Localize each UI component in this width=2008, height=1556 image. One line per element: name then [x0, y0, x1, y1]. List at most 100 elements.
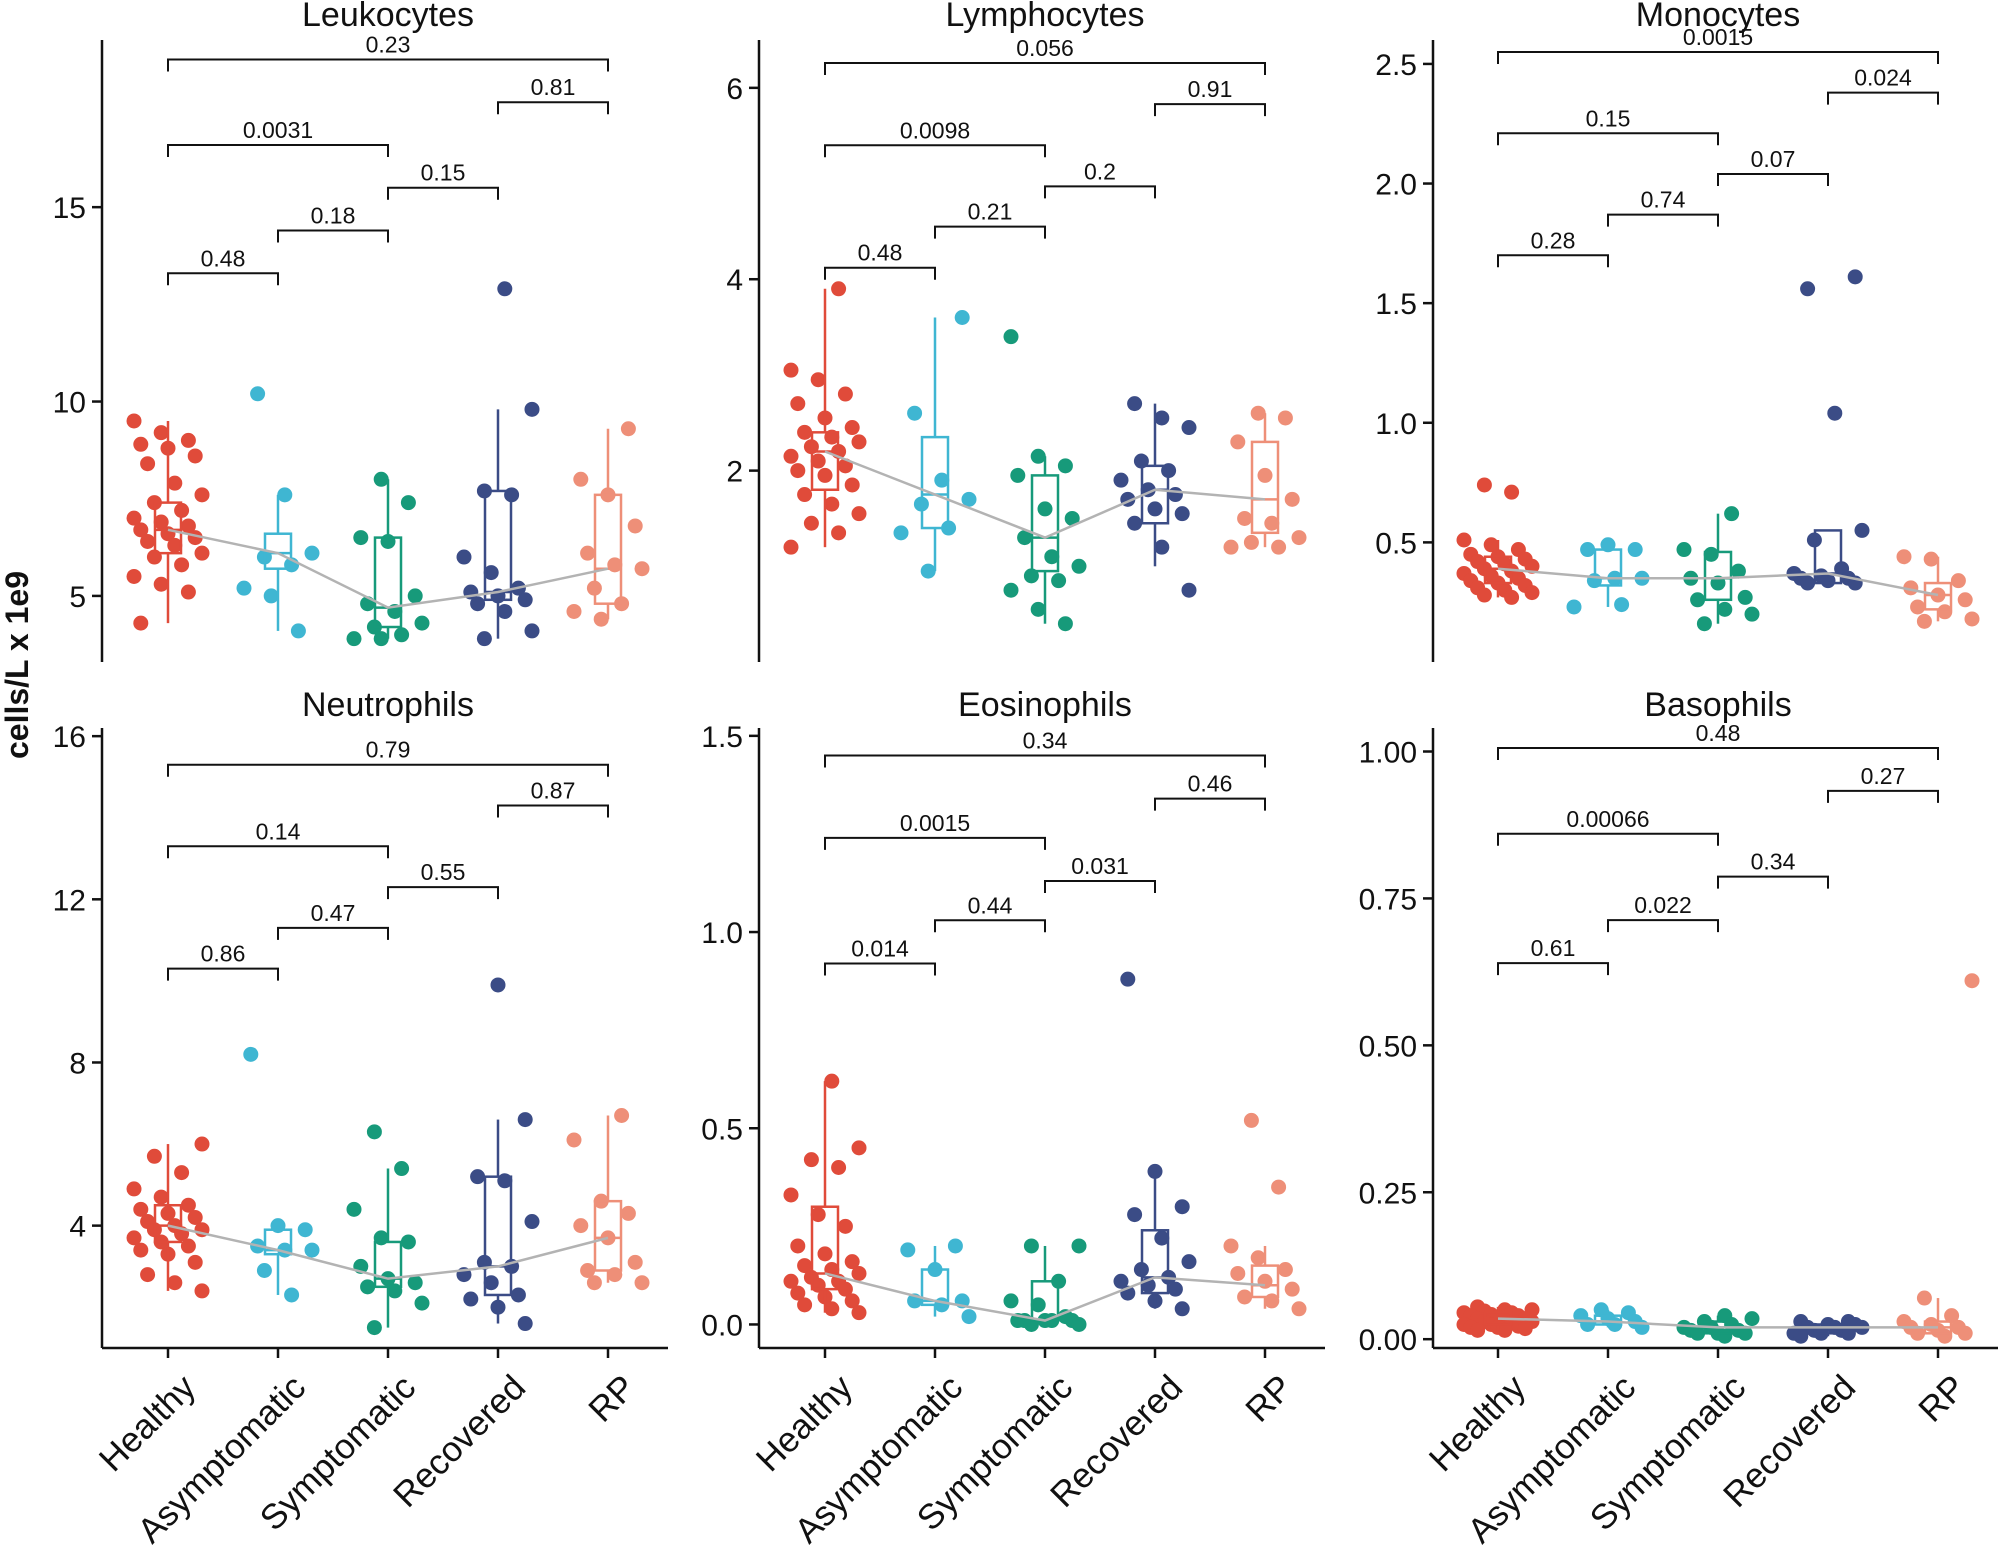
data-point: [263, 588, 279, 604]
bracket-line: [1497, 746, 1939, 760]
data-point: [1744, 1311, 1760, 1327]
y-tick-label: 0.25: [1359, 1177, 1417, 1210]
data-point: [476, 631, 492, 647]
data-point: [837, 386, 853, 402]
box-iqr: [920, 435, 950, 530]
box-iqr: [1250, 1264, 1280, 1299]
data-point: [831, 525, 847, 541]
bracket-line: [1154, 797, 1266, 811]
data-point: [400, 495, 416, 511]
data-point: [627, 1254, 643, 1270]
data-point: [126, 1230, 142, 1246]
data-point: [1277, 410, 1293, 426]
data-point: [844, 420, 860, 436]
data-point: [1497, 1322, 1513, 1338]
data-point: [1237, 1289, 1253, 1305]
comparison-bracket: 0.48: [167, 245, 279, 286]
comparison-bracket: 0.0031: [167, 117, 389, 157]
data-point: [851, 506, 867, 522]
p-value-label: 0.91: [1188, 76, 1233, 102]
data-point: [346, 631, 362, 647]
x-tick-label-rp: RP: [1238, 1368, 1300, 1430]
data-point: [1724, 506, 1740, 522]
p-value-label: 0.48: [1696, 720, 1741, 746]
box-iqr: [593, 493, 623, 605]
panel-neutrophils: Neutrophils481216HealthyAsymptomaticSymp…: [53, 686, 668, 1551]
data-point: [1147, 501, 1163, 517]
y-tick-label: 1.0: [1375, 408, 1417, 441]
bracket-line: [497, 804, 609, 818]
data-point: [1730, 563, 1746, 579]
panel-title: Monocytes: [1636, 0, 1800, 34]
data-point: [1504, 589, 1520, 605]
data-point: [1696, 616, 1712, 632]
data-point: [1944, 1308, 1960, 1324]
points-asymptomatic: [236, 386, 320, 639]
data-point: [634, 561, 650, 577]
data-point: [783, 1273, 799, 1289]
box-healthy: [810, 1081, 840, 1313]
data-point: [1923, 551, 1939, 567]
comparison-bracket: 0.024: [1827, 65, 1939, 105]
points-asymptomatic: [900, 1238, 977, 1325]
data-point: [373, 471, 389, 487]
data-point: [961, 1309, 977, 1325]
p-value-label: 0.47: [311, 900, 356, 926]
data-point: [1030, 448, 1046, 464]
box-iqr: [810, 431, 840, 492]
data-point: [1827, 405, 1843, 421]
data-point: [810, 453, 826, 469]
data-point: [817, 467, 833, 483]
box-iqr: [920, 1268, 950, 1307]
data-point: [153, 1189, 169, 1205]
data-point: [1071, 558, 1087, 574]
p-value-label: 0.28: [1531, 227, 1576, 253]
p-value-label: 0.07: [1751, 146, 1796, 172]
y-tick-label: 2.5: [1375, 49, 1417, 82]
data-point: [1057, 616, 1073, 632]
data-point: [483, 1275, 499, 1291]
box-iqr: [483, 1175, 513, 1297]
data-point: [167, 537, 183, 553]
data-point: [1057, 458, 1073, 474]
comparison-bracket: 0.014: [824, 935, 936, 976]
points-rp: [566, 1108, 650, 1291]
data-point: [851, 1140, 867, 1156]
data-point: [1154, 539, 1170, 555]
p-value-label: 0.00066: [1566, 806, 1649, 832]
data-point: [1120, 971, 1136, 987]
panel-title: Lymphocytes: [945, 0, 1144, 34]
bracket-line: [824, 836, 1046, 850]
y-tick-label: 4: [69, 1211, 86, 1244]
data-point: [153, 576, 169, 592]
comparison-bracket: 0.55: [387, 859, 499, 900]
data-point: [1476, 477, 1492, 493]
data-point: [1017, 530, 1033, 546]
data-point: [1154, 410, 1170, 426]
y-tick-label: 10: [53, 387, 86, 420]
p-value-label: 0.0031: [243, 117, 313, 143]
comparison-bracket: 0.0098: [824, 117, 1046, 158]
data-point: [844, 1254, 860, 1270]
x-tick-label-healthy: Healthy: [92, 1367, 204, 1479]
median-trend-line: [167, 1224, 609, 1280]
p-value-label: 0.74: [1641, 187, 1686, 213]
box-iqr: [810, 1205, 840, 1291]
data-point: [236, 580, 252, 596]
data-point: [844, 1293, 860, 1309]
data-point: [797, 1297, 813, 1313]
data-point: [1230, 1265, 1246, 1281]
data-point: [463, 1291, 479, 1307]
data-point: [824, 496, 840, 512]
comparison-bracket: 0.34: [1717, 849, 1829, 889]
p-value-label: 0.0015: [900, 810, 970, 836]
data-point: [126, 413, 142, 429]
y-tick-label: 2: [726, 456, 743, 489]
data-point: [194, 545, 210, 561]
comparison-bracket: 0.47: [277, 900, 389, 940]
data-point: [837, 1218, 853, 1234]
panel-title: Eosinophils: [958, 686, 1132, 724]
y-tick-label: 0.5: [1375, 527, 1417, 560]
data-point: [1030, 601, 1046, 617]
bracket-line: [167, 143, 389, 157]
